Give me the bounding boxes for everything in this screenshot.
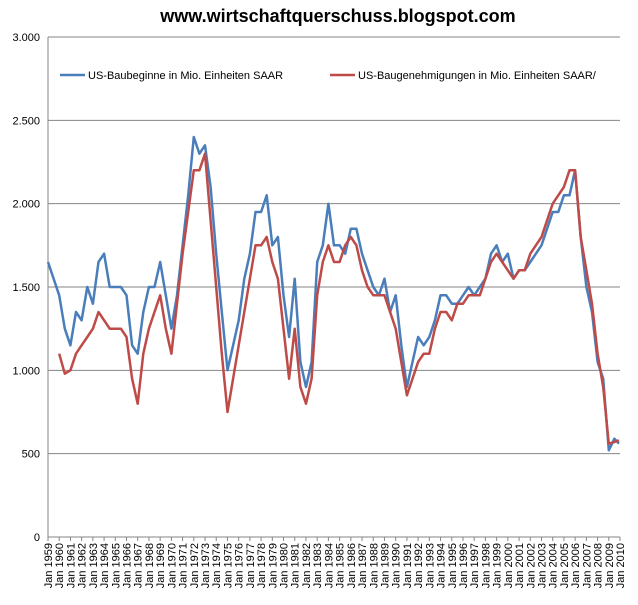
x-tick-label: Jan 1981 [290,543,302,588]
x-tick-label: Jan 1970 [166,543,178,588]
x-tick-label: Jan 1982 [301,543,313,588]
legend-label: US-Baubeginne in Mio. Einheiten SAAR [88,70,283,82]
y-tick-label: 1.500 [12,282,40,294]
x-tick-label: Jan 1964 [99,543,111,588]
x-tick-label: Jan 1973 [200,543,212,588]
x-tick-label: Jan 1995 [447,543,459,588]
x-tick-label: Jan 1994 [436,543,448,588]
data-line [57,152,620,445]
y-tick-label: 0 [34,532,40,544]
x-tick-label: Jan 1988 [368,543,380,588]
x-tick-label: Jan 2008 [593,543,605,588]
y-tick-label: 1.000 [12,365,40,377]
chart-title: www.wirtschaftquerschuss.blogspot.com [159,6,515,26]
x-tick-label: Jan 1984 [323,543,335,588]
x-tick-label: Jan 1986 [346,543,358,588]
x-tick-label: Jan 1972 [189,543,201,588]
x-tick-label: Jan 1974 [211,543,223,588]
x-tick-label: Jan 2006 [570,543,582,588]
x-tick-label: Jan 2000 [503,543,515,588]
x-tick-label: Jan 1990 [391,543,403,588]
x-tick-label: Jan 1967 [133,543,145,588]
x-tick-label: Jan 1991 [402,543,414,588]
x-tick-label: Jan 1962 [77,543,89,588]
y-tick-label: 500 [22,449,40,461]
x-tick-label: Jan 1976 [234,543,246,588]
x-tick-label: Jan 1979 [267,543,279,588]
x-tick-label: Jan 1983 [312,543,324,588]
x-tick-label: Jan 1968 [144,543,156,588]
x-tick-label: Jan 1971 [178,543,190,588]
x-tick-label: Jan 1975 [222,543,234,588]
x-tick-label: Jan 2003 [536,543,548,588]
x-tick-label: Jan 2009 [604,543,616,588]
x-tick-label: Jan 1965 [110,543,122,588]
x-tick-label: Jan 1977 [245,543,257,588]
x-tick-label: Jan 2005 [559,543,571,588]
x-tick-label: Jan 1999 [492,543,504,588]
x-tick-label: Jan 1985 [335,543,347,588]
x-tick-label: Jan 1978 [256,543,268,588]
x-tick-label: Jan 1961 [65,543,77,588]
x-tick-label: Jan 1989 [379,543,391,588]
x-tick-label: Jan 1997 [469,543,481,588]
x-tick-label: Jan 1998 [480,543,492,588]
y-tick-label: 3.000 [12,32,40,44]
data-line [46,135,620,452]
x-tick-label: Jan 2010 [615,543,627,588]
x-tick-label: Jan 2001 [514,543,526,588]
y-tick-label: 2.000 [12,199,40,211]
x-tick-label: Jan 1966 [122,543,134,588]
x-tick-label: Jan 1969 [155,543,167,588]
x-tick-label: Jan 1959 [43,543,55,588]
x-tick-label: Jan 1987 [357,543,369,588]
y-tick-label: 2.500 [12,115,40,127]
x-tick-label: Jan 1993 [424,543,436,588]
x-tick-label: Jan 2002 [525,543,537,588]
x-tick-label: Jan 1963 [88,543,100,588]
x-tick-label: Jan 1992 [413,543,425,588]
legend-label: US-Baugenehmigungen in Mio. Einheiten SA… [358,70,597,82]
x-tick-label: Jan 2007 [581,543,593,588]
x-tick-label: Jan 2004 [548,543,560,588]
x-tick-label: Jan 1960 [54,543,66,588]
x-tick-label: Jan 1980 [279,543,291,588]
x-tick-label: Jan 1996 [458,543,470,588]
